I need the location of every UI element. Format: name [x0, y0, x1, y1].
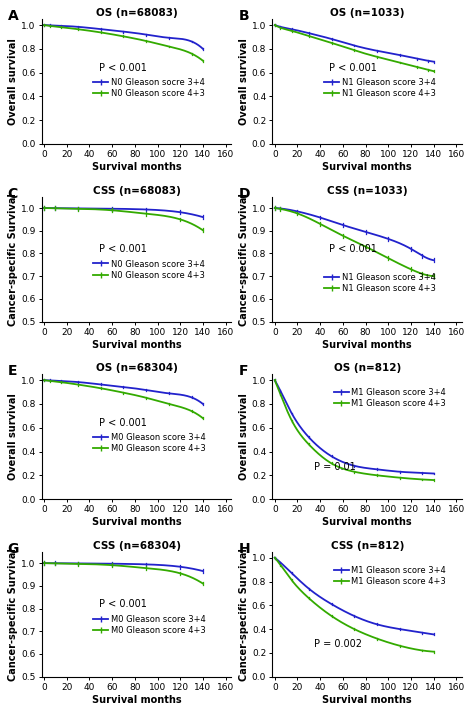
Title: OS (n=812): OS (n=812)	[334, 364, 401, 374]
Legend: N1 Gleason score 3+4, N1 Gleason score 4+3: N1 Gleason score 3+4, N1 Gleason score 4…	[324, 273, 436, 293]
Text: P = 0.002: P = 0.002	[314, 639, 362, 649]
Text: A: A	[8, 9, 18, 23]
Legend: M0 Gleason score 3+4, M0 Gleason score 4+3: M0 Gleason score 3+4, M0 Gleason score 4…	[93, 434, 206, 453]
Text: B: B	[238, 9, 249, 23]
Title: OS (n=68304): OS (n=68304)	[96, 364, 177, 374]
Text: G: G	[8, 542, 19, 556]
Y-axis label: Overall survival: Overall survival	[239, 393, 249, 480]
Title: CSS (n=68304): CSS (n=68304)	[92, 541, 181, 551]
Legend: N0 Gleason score 3+4, N0 Gleason score 4+3: N0 Gleason score 3+4, N0 Gleason score 4…	[93, 260, 205, 279]
Y-axis label: Overall survival: Overall survival	[9, 393, 18, 480]
Title: OS (n=1033): OS (n=1033)	[330, 9, 404, 19]
X-axis label: Survival months: Survival months	[322, 517, 412, 527]
Text: H: H	[238, 542, 250, 556]
X-axis label: Survival months: Survival months	[91, 162, 182, 172]
Text: P < 0.001: P < 0.001	[99, 63, 146, 73]
Legend: M1 Gleason score 3+4, M1 Gleason score 4+3: M1 Gleason score 3+4, M1 Gleason score 4…	[334, 389, 446, 409]
Text: D: D	[238, 187, 250, 200]
X-axis label: Survival months: Survival months	[322, 694, 412, 704]
Text: E: E	[8, 364, 17, 378]
Text: P < 0.001: P < 0.001	[329, 244, 377, 254]
X-axis label: Survival months: Survival months	[91, 339, 182, 349]
Legend: N1 Gleason score 3+4, N1 Gleason score 4+3: N1 Gleason score 3+4, N1 Gleason score 4…	[324, 78, 436, 98]
Legend: M0 Gleason score 3+4, M0 Gleason score 4+3: M0 Gleason score 3+4, M0 Gleason score 4…	[93, 615, 206, 635]
Text: P = 0.01: P = 0.01	[314, 461, 356, 471]
Title: OS (n=68083): OS (n=68083)	[96, 9, 177, 19]
X-axis label: Survival months: Survival months	[91, 694, 182, 704]
Y-axis label: Cancer-specific Survival: Cancer-specific Survival	[239, 193, 249, 326]
Legend: N0 Gleason socre 3+4, N0 Gleason score 4+3: N0 Gleason socre 3+4, N0 Gleason score 4…	[93, 78, 205, 98]
Legend: M1 Gleason score 3+4, M1 Gleason score 4+3: M1 Gleason score 3+4, M1 Gleason score 4…	[334, 566, 446, 586]
Text: P < 0.001: P < 0.001	[99, 418, 146, 428]
Y-axis label: Cancer-specific Survival: Cancer-specific Survival	[9, 548, 18, 681]
Text: P < 0.001: P < 0.001	[99, 599, 146, 609]
Y-axis label: Cancer-specific Survival: Cancer-specific Survival	[239, 548, 249, 681]
Title: CSS (n=1033): CSS (n=1033)	[327, 186, 408, 196]
X-axis label: Survival months: Survival months	[91, 517, 182, 527]
Title: CSS (n=812): CSS (n=812)	[330, 541, 404, 551]
Text: P < 0.001: P < 0.001	[329, 63, 377, 73]
Y-axis label: Overall survival: Overall survival	[239, 38, 249, 125]
Y-axis label: Overall survival: Overall survival	[9, 38, 18, 125]
Text: C: C	[8, 187, 18, 200]
Y-axis label: Cancer-specific Survival: Cancer-specific Survival	[9, 193, 18, 326]
Title: CSS (n=68083): CSS (n=68083)	[92, 186, 181, 196]
Text: P < 0.001: P < 0.001	[99, 244, 146, 254]
X-axis label: Survival months: Survival months	[322, 339, 412, 349]
X-axis label: Survival months: Survival months	[322, 162, 412, 172]
Text: F: F	[238, 364, 248, 378]
